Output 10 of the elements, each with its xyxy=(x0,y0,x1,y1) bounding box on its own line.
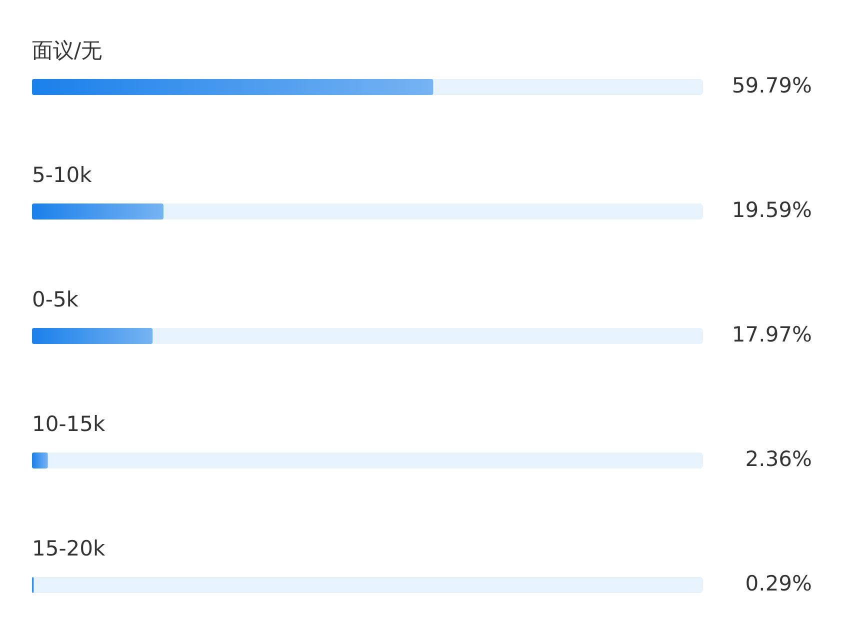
data-label: 59.79% xyxy=(732,74,812,98)
data-label: 0.29% xyxy=(745,572,812,596)
y-tick-label: 10-15k xyxy=(32,412,106,436)
data-label: 19.59% xyxy=(732,198,812,222)
data-label: 2.36% xyxy=(745,447,812,472)
y-tick-label: 15-20k xyxy=(32,536,106,561)
y-tick-label: 5-10k xyxy=(32,163,93,188)
y-tick-label: 0-5k xyxy=(32,288,80,312)
y-tick-label: 面议/无 xyxy=(32,38,102,63)
data-label: 17.97% xyxy=(732,322,812,347)
